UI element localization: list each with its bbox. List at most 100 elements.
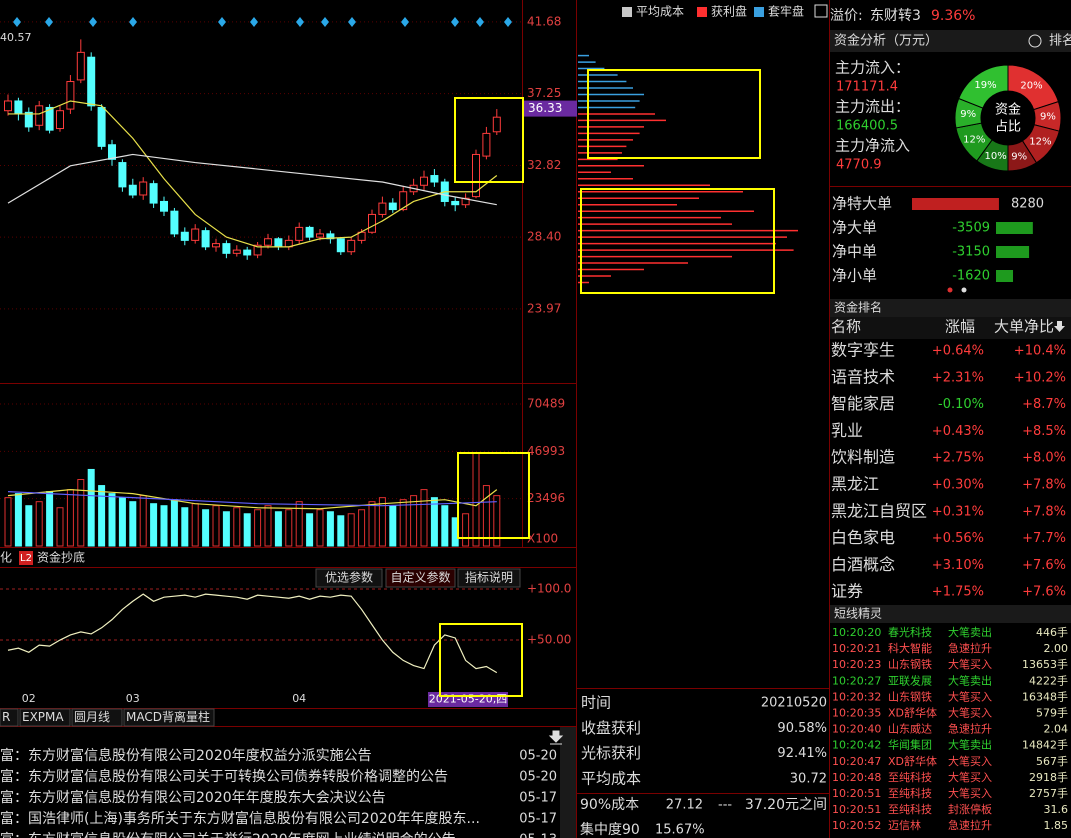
moving-average: [8, 100, 498, 248]
volume-bar: [233, 507, 241, 547]
rank-name[interactable]: 智能家居: [831, 394, 895, 413]
legend-swatch: [697, 7, 707, 17]
label: 化: [0, 551, 12, 565]
moving-average: [7, 153, 497, 206]
sprite-stock: 至纯科技: [888, 786, 932, 800]
param-tab[interactable]: [315, 568, 383, 588]
panel-header: [830, 299, 1071, 317]
param-tab[interactable]: [385, 568, 456, 588]
label: 27.12: [666, 798, 703, 813]
highlight-box: [457, 452, 530, 539]
news-title[interactable]: 富：东方财富信息股份有限公司关于可转换公司债券转股价格调整的公告: [0, 768, 448, 785]
volume-bar: [118, 497, 126, 547]
volume-bar: [4, 497, 12, 547]
flow-value: 4770.9: [836, 158, 882, 173]
rank-change: -0.10%: [938, 397, 984, 412]
sprite-stock: XD舒华体: [888, 754, 937, 768]
candle-body: [243, 249, 252, 256]
pie-label: 20%: [1020, 81, 1042, 92]
candle-body: [316, 233, 324, 238]
y-tick-label: 23496: [527, 491, 565, 505]
volume-bar: [274, 511, 282, 547]
param-tab[interactable]: [457, 568, 521, 588]
sprite-time: 10:20:21: [832, 642, 881, 655]
candle-body: [347, 239, 356, 253]
volume-bar: [77, 479, 85, 547]
rank-change: +3.10%: [932, 558, 984, 573]
label: ---: [718, 798, 732, 813]
rank-name[interactable]: 黑龙江: [831, 475, 879, 494]
volume-bar: [56, 507, 64, 547]
sprite-stock: 亚联发展: [888, 673, 932, 687]
volume-bar: [264, 505, 272, 547]
sprite-stock: 科大智能: [888, 641, 932, 655]
news-date: 05-13: [519, 833, 557, 838]
candle-body: [336, 238, 345, 253]
stat-label: 时间: [581, 694, 611, 712]
rank-name[interactable]: 数字孪生: [831, 341, 895, 360]
volume-bar: [378, 497, 386, 547]
stat-label: 平均成本: [581, 769, 641, 787]
candle-body: [118, 162, 127, 188]
volume-bar: [285, 509, 293, 547]
sprite-action: 急速拉升: [948, 722, 992, 736]
rank-name[interactable]: 证券: [831, 582, 863, 601]
rank-name[interactable]: 黑龙江自贸区: [831, 501, 927, 520]
y-tick-label: 32.82: [527, 158, 561, 172]
volume-bar: [482, 485, 490, 547]
sprite-action: 大笔买入: [948, 706, 992, 720]
candle-body: [378, 202, 387, 215]
volume-bar: [139, 495, 147, 547]
label: 净大单: [832, 219, 877, 237]
label: 9.36%: [931, 8, 975, 24]
rank-name[interactable]: 语音技术: [831, 367, 895, 386]
candle-body: [472, 153, 480, 198]
signal-icon: [296, 17, 304, 27]
indicator-tab[interactable]: [19, 708, 71, 727]
rank-ratio: +7.8%: [1022, 504, 1066, 519]
page-dot: [961, 287, 967, 293]
scrollbar[interactable]: [560, 727, 576, 838]
indicator-line: [7, 593, 498, 674]
sprite-time: 10:20:32: [832, 690, 881, 703]
news-title[interactable]: 富：国浩律师(上海)事务所关于东方财富信息股份有限公司2020年年度股东...: [0, 810, 480, 827]
volume-bar: [66, 489, 74, 547]
rank-name[interactable]: 白酒概念: [831, 555, 895, 574]
download-icon: [548, 730, 564, 745]
param-tab-label: 优选参数: [325, 570, 373, 585]
news-title[interactable]: 富：东方财富信息股份有限公司关于举行2020年度网上业绩说明会的公告: [0, 831, 456, 838]
rank-name[interactable]: 饮料制造: [831, 448, 895, 467]
indicator-tab[interactable]: [123, 708, 215, 727]
volume-bar: [150, 503, 158, 547]
legend-label: 获利盘: [711, 4, 747, 19]
label: 短线精灵: [834, 607, 882, 621]
sprite-stock: 华闻集团: [888, 738, 932, 752]
candle-body: [170, 210, 179, 235]
net-bar: [996, 222, 1033, 234]
signal-icon: [321, 17, 329, 27]
indicator-tab-label: R: [2, 710, 10, 724]
volume-bar: [191, 503, 199, 547]
rank-ratio: +8.7%: [1022, 397, 1066, 412]
rank-name[interactable]: 乳业: [831, 421, 863, 440]
sprite-value: 31.6: [1044, 803, 1069, 816]
label: 涨幅: [945, 318, 975, 336]
rank-change: +2.31%: [932, 370, 984, 385]
volume-bar: [368, 501, 376, 547]
volume-bar: [306, 513, 314, 547]
sprite-stock: XD舒华体: [888, 706, 937, 720]
news-title[interactable]: 富：东方财富信息股份有限公司2020年度权益分派实施公告: [0, 747, 372, 764]
indicator-tab[interactable]: [0, 708, 19, 727]
indicator-tab[interactable]: [71, 708, 123, 727]
news-title[interactable]: 富：东方财富信息股份有限公司2020年年度股东大会决议公告: [0, 789, 386, 806]
sprite-action: 大笔卖出: [948, 673, 992, 687]
sprite-time: 10:20:51: [832, 803, 881, 816]
settings-icon: [814, 4, 828, 18]
rank-name[interactable]: 白色家电: [831, 528, 895, 547]
highlight-box: [439, 623, 523, 697]
net-value: -3509: [952, 221, 990, 236]
sprite-action: 大笔卖出: [948, 738, 992, 752]
sprite-value: 16348手: [1022, 689, 1068, 703]
sprite-value: 4222手: [1029, 673, 1068, 687]
